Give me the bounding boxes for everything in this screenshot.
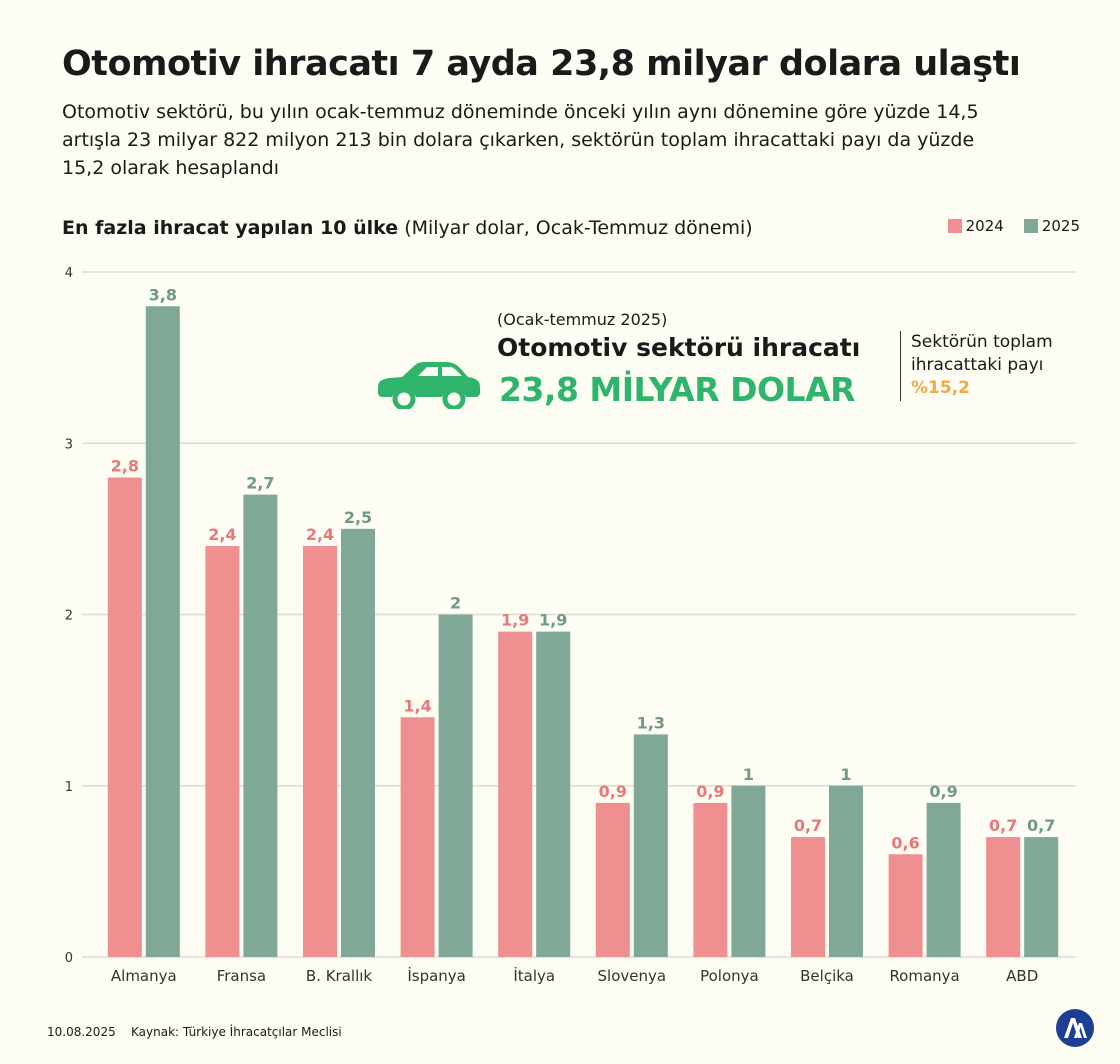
data-label-2024: 0,7 [794,816,822,835]
bar-2024 [888,854,923,957]
data-label-2025: 3,8 [149,285,177,304]
chart-heading-normal: (Milyar dolar, Ocak-Temmuz dönemi) [404,217,753,239]
legend-item-2025: 2025 [1023,217,1080,235]
x-tick-label: İtalya [513,966,555,985]
data-label-2024: 0,6 [891,833,919,852]
bar-2024 [595,802,630,957]
bar-2025 [829,785,863,957]
data-label-2025: 2,7 [246,474,274,493]
y-tick-label: 0 [65,951,73,966]
data-label-2025: 2 [450,594,461,613]
bar-2024 [498,631,533,957]
bar-2025 [341,528,375,957]
bar-2024 [986,837,1021,957]
x-tick-label: Belçika [800,967,854,985]
y-tick-label: 4 [65,266,73,281]
bar-2025 [633,734,668,957]
footer-date: 10.08.2025 [47,1025,116,1039]
data-label-2024: 0,7 [989,816,1017,835]
page-title: Otomotiv ihracatı 7 ayda 23,8 milyar dol… [62,44,1021,84]
x-tick-label: Almanya [111,967,177,985]
x-tick-label: Romanya [889,967,959,985]
y-tick-label: 3 [65,437,73,452]
callout-value: 23,8 MİLYAR DOLAR [499,370,856,409]
bar-2024 [107,477,142,957]
x-tick-label: B. Krallık [306,967,373,985]
data-label-2025: 0,9 [929,782,957,801]
bar-2024 [205,546,240,957]
legend-item-2024: 2024 [947,217,1004,235]
x-tick-label: Polonya [700,967,759,985]
callout-period: (Ocak-temmuz 2025) [497,310,668,329]
data-label-2024: 2,4 [208,525,236,544]
legend-label-2024: 2024 [965,217,1004,235]
chart-heading-bold: En fazla ihracat yapılan 10 ülke [62,217,399,239]
aa-logo-icon [1056,1009,1094,1047]
bar-2024 [303,546,337,957]
x-tick-label: İspanya [407,966,466,985]
share-value: %15,2 [911,378,970,398]
bar-2025 [926,802,961,957]
share-label: Sektörün toplam ihracattaki payı [911,332,1053,375]
bar-chart: 0 1 2 3 4 2,8 3,8 Almanya 2,4 2,7 Fransa 2,4 2,5 B. K… [65,266,1076,985]
bar-2025 [1024,837,1059,957]
bar-2025 [145,306,180,957]
legend-swatch-2025 [1023,219,1038,233]
footer-source: Kaynak: Türkiye İhracatçılar Meclisi [131,1025,342,1039]
data-label-2025: 2,5 [344,508,372,527]
data-label-2024: 1,4 [403,696,431,715]
y-tick-label: 1 [65,780,73,795]
bar-2024 [693,802,728,957]
bar-2025 [438,614,473,957]
data-label-2024: 2,4 [306,525,334,544]
x-tick-label: Fransa [217,967,266,985]
data-label-2025: 1 [840,765,851,784]
page-subtitle: Otomotiv sektörü, bu yılın ocak-temmuz d… [62,101,979,179]
chart-legend: 2024 2025 [947,217,1080,235]
legend-swatch-2024 [947,219,962,233]
x-tick-label: ABD [1006,967,1038,985]
data-label-2025: 1 [743,765,754,784]
data-label-2025: 1,9 [539,611,567,630]
bar-2024 [400,717,435,957]
callout-heading: Otomotiv sektörü ihracatı [497,333,861,362]
share-box: Sektörün toplam ihracattaki payı %15,2 [900,331,1081,401]
x-tick-label: Slovenya [598,967,667,985]
bar-2024 [791,837,825,957]
legend-label-2025: 2025 [1041,217,1080,235]
bar-2025 [243,494,278,957]
bar-2025 [536,631,571,957]
data-label-2024: 0,9 [599,782,627,801]
y-tick-label: 2 [65,609,73,624]
chart-heading: En fazla ihracat yapılan 10 ülke (Milyar… [62,217,753,239]
data-label-2024: 1,9 [501,611,529,630]
data-label-2025: 0,7 [1027,816,1055,835]
bar-2025 [731,785,766,957]
data-label-2024: 0,9 [696,782,724,801]
data-label-2025: 1,3 [637,713,665,732]
car-icon [378,362,480,409]
data-label-2024: 2,8 [111,457,139,476]
